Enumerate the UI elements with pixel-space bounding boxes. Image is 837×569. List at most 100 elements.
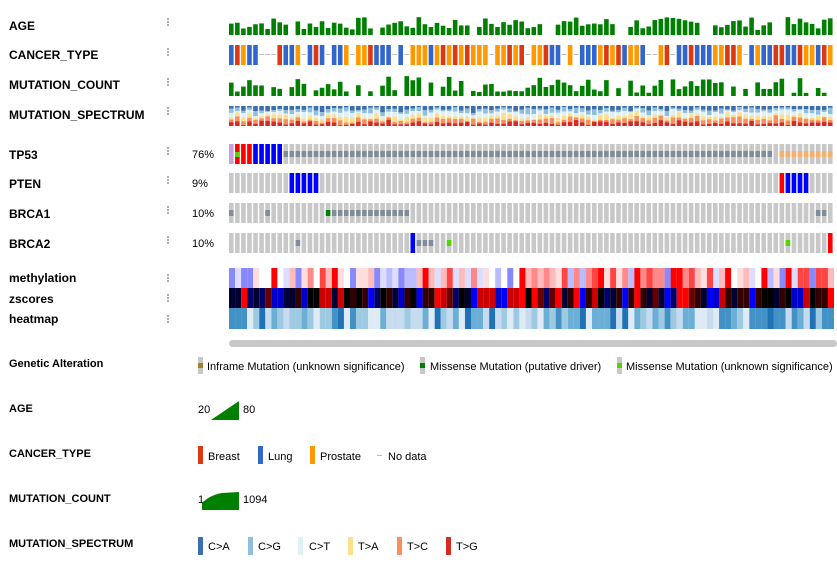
spectrum-segment xyxy=(773,108,779,111)
gene-cell xyxy=(507,203,512,223)
heatmap-cell xyxy=(773,288,780,308)
spectrum-segment xyxy=(585,110,591,115)
track-label-tp53[interactable]: TP53 xyxy=(9,148,38,162)
gene-cell xyxy=(259,233,264,253)
gene-cell xyxy=(350,173,355,193)
spectrum-segment xyxy=(616,122,621,126)
spectrum-segment xyxy=(652,107,658,112)
gene-cell xyxy=(815,173,821,193)
spectrum-segment xyxy=(803,117,809,119)
track-label-methylation[interactable]: methylation xyxy=(9,271,77,285)
gene-cell xyxy=(507,233,512,253)
gene-vus-mark xyxy=(337,210,343,216)
track-menu-cancer-type-icon[interactable] xyxy=(165,47,171,57)
age-bar xyxy=(803,22,809,35)
heatmap-cell xyxy=(755,288,762,308)
spectrum-segment xyxy=(307,115,313,120)
gene-vus-mark xyxy=(446,240,452,246)
age-bar xyxy=(313,26,319,35)
track-menu-brca2-icon[interactable] xyxy=(165,235,171,245)
track-label-cancer-type[interactable]: CANCER_TYPE xyxy=(9,48,99,62)
heatmap-cell xyxy=(676,268,683,288)
gene-cell xyxy=(464,233,470,253)
spectrum-segment xyxy=(664,122,670,126)
spectrum-segment xyxy=(755,106,760,109)
spectrum-segment xyxy=(283,124,289,126)
heatmap-cell xyxy=(386,308,393,329)
heatmap-cell xyxy=(452,288,459,308)
cancer-type-cell xyxy=(700,45,706,65)
heatmap-cell xyxy=(646,308,653,329)
mutation-count-bar xyxy=(549,85,555,96)
spectrum-segment xyxy=(543,122,549,126)
gene-cell xyxy=(446,173,452,193)
spectrum-segment xyxy=(307,107,313,113)
cancer-type-cell xyxy=(319,45,325,65)
spectrum-segment xyxy=(634,121,639,126)
spectrum-segment xyxy=(719,106,724,109)
heatmap-cell xyxy=(797,308,804,329)
track-label-mutation-count[interactable]: MUTATION_COUNT xyxy=(9,78,120,92)
spectrum-segment xyxy=(676,117,682,121)
mutation-count-bar xyxy=(761,88,766,96)
heatmap-cell xyxy=(507,288,514,308)
heatmap-cell xyxy=(519,268,526,288)
spectrum-segment xyxy=(719,123,724,126)
gene-mark xyxy=(785,151,791,157)
spectrum-segment xyxy=(362,119,367,125)
spectrum-segment xyxy=(525,122,531,126)
spectrum-segment xyxy=(743,108,748,113)
age-bar xyxy=(761,25,766,35)
spectrum-segment xyxy=(247,121,252,126)
oncoprint-grid[interactable] xyxy=(0,0,837,340)
spectrum-segment xyxy=(737,106,742,108)
track-menu-mutation-count-icon[interactable] xyxy=(165,77,171,87)
track-menu-heatmap-icon[interactable] xyxy=(165,314,171,324)
gene-cell xyxy=(495,203,500,223)
heatmap-cell xyxy=(277,268,284,288)
heatmap-cell xyxy=(821,288,828,308)
cancer-type-cell xyxy=(749,45,754,65)
spectrum-segment xyxy=(706,116,712,120)
spectrum-segment xyxy=(507,121,512,126)
age-bar xyxy=(688,21,694,35)
gene-vus-mark xyxy=(319,151,325,157)
track-label-brca2[interactable]: BRCA2 xyxy=(9,237,51,251)
track-label-age[interactable]: AGE xyxy=(9,19,36,33)
spectrum-segment xyxy=(362,124,367,126)
track-label-zscores[interactable]: zscores xyxy=(9,292,54,306)
track-menu-methylation-icon[interactable] xyxy=(165,273,171,283)
track-label-pten[interactable]: PTEN xyxy=(9,177,42,191)
age-bar xyxy=(646,26,652,35)
track-menu-age-icon[interactable] xyxy=(165,17,171,27)
spectrum-segment xyxy=(337,108,343,113)
heatmap-cell xyxy=(706,268,713,288)
gene-cell xyxy=(555,173,561,193)
gene-cell xyxy=(386,233,391,253)
age-bar xyxy=(265,28,270,35)
track-menu-zscores-icon[interactable] xyxy=(165,293,171,303)
track-label-heatmap[interactable]: heatmap xyxy=(9,312,59,326)
track-menu-brca1-icon[interactable] xyxy=(165,205,171,215)
track-menu-tp53-icon[interactable] xyxy=(165,146,171,156)
spectrum-segment xyxy=(386,106,391,110)
heatmap-cell xyxy=(446,288,453,308)
track-label-brca1[interactable]: BRCA1 xyxy=(9,207,51,221)
spectrum-segment xyxy=(434,113,440,118)
gene-cell xyxy=(688,233,694,253)
gene-cell xyxy=(670,173,676,193)
spectrum-segment xyxy=(313,106,319,111)
track-menu-pten-icon[interactable] xyxy=(165,175,171,185)
gene-cell xyxy=(277,173,282,193)
age-bar xyxy=(501,22,506,35)
heatmap-cell xyxy=(821,268,828,288)
horizontal-scrollbar[interactable] xyxy=(229,340,837,347)
mutation-count-bar xyxy=(616,88,621,96)
mutation-count-bar xyxy=(561,82,567,96)
gene-cell xyxy=(713,233,718,253)
spectrum-segment xyxy=(525,114,531,117)
track-label-mutation-spectrum[interactable]: MUTATION_SPECTRUM xyxy=(9,108,145,122)
heatmap-cell xyxy=(483,288,490,308)
gene-vus-mark xyxy=(392,151,397,157)
track-menu-mutation-spectrum-icon[interactable] xyxy=(165,106,171,116)
